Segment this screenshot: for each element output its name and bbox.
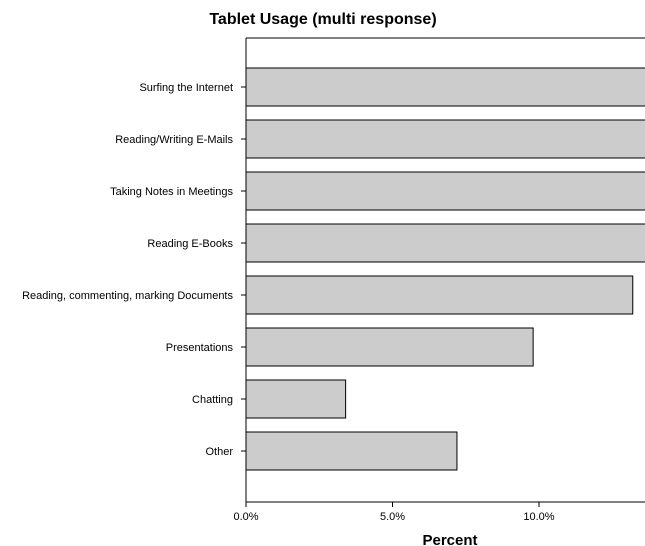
category-label-5: Presentations [166, 342, 234, 354]
category-label-2: Taking Notes in Meetings [110, 186, 233, 198]
category-label-0: Surfing the Internet [139, 82, 233, 94]
bars-group [245, 67, 645, 471]
axes-group [241, 37, 645, 503]
x-tick-label-2: 10.0% [523, 511, 554, 523]
category-label-3: Reading E-Books [147, 238, 233, 250]
bar-6 [245, 379, 347, 419]
category-label-4: Reading, commenting, marking Documents [22, 290, 233, 302]
category-labels-group: Surfing the Internet Reading/Writing E-Ma… [22, 82, 233, 458]
x-tick-label-1: 5.0% [380, 511, 405, 523]
bar-7 [245, 431, 458, 471]
bar-1 [245, 119, 645, 159]
category-label-6: Chatting [192, 394, 233, 406]
x-tick-label-0: 0.0% [233, 511, 258, 523]
bar-0 [245, 67, 645, 107]
x-ticks-group: 0.0%5.0%10.0%15.0%20.0%25.0% [233, 502, 555, 523]
bar-4 [245, 275, 634, 315]
x-axis-label: Percent [422, 532, 477, 546]
bar-2 [245, 171, 645, 211]
category-label-7: Other [205, 446, 233, 458]
bar-5 [245, 327, 534, 367]
category-label-1: Reading/Writing E-Mails [115, 134, 233, 146]
chart-title: Tablet Usage (multi response) [209, 11, 436, 28]
bar-3 [245, 223, 645, 263]
